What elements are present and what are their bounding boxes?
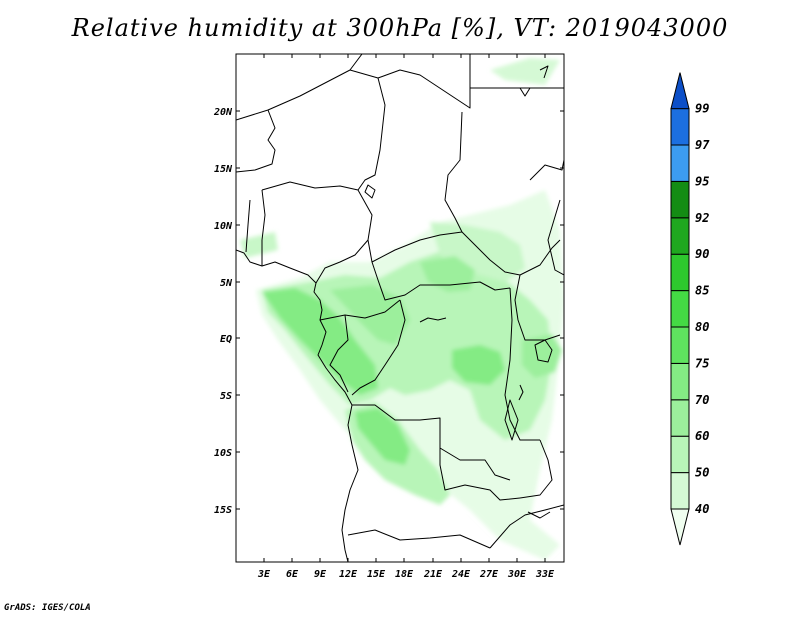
- lat-label-10n: 10N: [214, 221, 233, 232]
- lat-label-eq: EQ: [220, 334, 232, 345]
- colorbar: 40 50 60 70 75 80 85 90 92 95 97 99: [670, 72, 710, 546]
- rh-region-angola-core: [355, 408, 410, 465]
- border-nigeria-niger: [261, 181, 359, 191]
- lat-label-20n: 20N: [213, 107, 233, 118]
- border-togo-ghana: [245, 199, 251, 253]
- colorbar-segment: [670, 144, 690, 182]
- lon-label-6e: 6E: [286, 569, 299, 580]
- lat-label-15n: 15N: [214, 164, 233, 175]
- border-drc-angola: [352, 404, 511, 481]
- border-sudan-southsudan: [461, 231, 561, 276]
- border-niger-chad: [357, 77, 386, 191]
- border-mali-burkina: [236, 109, 276, 173]
- colorbar-segment: [670, 180, 690, 219]
- lon-label-27e: 27E: [479, 569, 499, 580]
- colorbar-segment: [670, 435, 690, 474]
- colorbar-label: 60: [695, 429, 709, 443]
- rh-region-cameroon-core: [330, 285, 410, 345]
- lon-label-15e: 15E: [367, 569, 386, 580]
- rh-region-car: [430, 222, 525, 282]
- border-tanzania: [519, 439, 553, 499]
- colorbar-label: 40: [695, 502, 709, 516]
- border-congo-drc: [351, 299, 406, 396]
- lon-label-33e: 33E: [535, 569, 555, 580]
- chart-title: Relative humidity at 300hPa [%], VT: 201…: [71, 14, 729, 42]
- border-cameroon-gabon: [319, 299, 401, 321]
- border-nigeria-benin: [261, 189, 266, 266]
- border-angola-zambia: [439, 448, 521, 501]
- colorbar-segment: [670, 72, 690, 110]
- lake-chad: [364, 184, 376, 199]
- humidity-shading: [240, 58, 564, 560]
- border-gabon-congo: [329, 314, 349, 393]
- colorbar-segment: [670, 290, 690, 328]
- colorbar-label: 50: [695, 466, 709, 480]
- lon-label-12e: 12E: [339, 569, 358, 580]
- lat-labels: 20N 15N 10N 5N EQ 5S 10S 15S: [213, 107, 233, 516]
- axis-ticks: [236, 54, 564, 562]
- red-sea-coast: [539, 65, 549, 79]
- colorbar-segment: [670, 326, 690, 364]
- rh-region-ne-streak: [490, 58, 560, 85]
- congo-river: [419, 317, 447, 323]
- rh-region-lake-victoria: [522, 334, 562, 378]
- lat-label-15s: 15S: [214, 505, 232, 516]
- lon-label-24e: 24E: [451, 569, 471, 580]
- coastline-west: [236, 249, 359, 562]
- rh-region-gabon-core: [262, 288, 378, 395]
- lon-label-3e: 3E: [257, 569, 271, 580]
- border-angola-namibia: [347, 529, 491, 549]
- colorbar-segment: [670, 362, 690, 401]
- lake-albert: [518, 384, 524, 401]
- border-algeria-niger: [236, 54, 363, 121]
- colorbar-label: 90: [695, 247, 709, 261]
- map-frame: [235, 53, 565, 563]
- lake-malawi: [527, 511, 551, 519]
- border-niger-libya: [349, 54, 471, 109]
- colorbar-segment: [670, 508, 690, 546]
- colorbar-segment: [670, 253, 690, 292]
- rh-region-sahel-band: [240, 232, 278, 258]
- border-zambia-zimbabwe: [489, 504, 564, 549]
- border-chad-sudan: [444, 111, 463, 233]
- border-egypt-sudan: [519, 87, 531, 97]
- lon-label-18e: 18E: [395, 569, 414, 580]
- lat-label-5n: 5N: [220, 278, 233, 289]
- border-ethiopia-kenya: [529, 159, 564, 181]
- colorbar-segment: [670, 217, 690, 255]
- colorbar-label: 80: [695, 320, 709, 334]
- rh-region-congo-basin: [262, 250, 552, 440]
- lat-label-10s: 10S: [214, 448, 232, 459]
- colorbar-label: 70: [695, 393, 709, 407]
- lake-tanganyika: [504, 399, 519, 441]
- colorbar-label: 92: [695, 211, 709, 225]
- rh-region-east-core: [452, 345, 505, 385]
- colorbar-segment: [670, 108, 690, 146]
- border-chad-car: [367, 231, 463, 263]
- colorbar-label: 85: [695, 284, 709, 298]
- border-nigeria-cameroon: [315, 189, 373, 284]
- border-southsudan-ethiopia: [547, 199, 564, 276]
- country-borders: [236, 54, 564, 562]
- lon-label-9e: 9E: [314, 569, 327, 580]
- colorbar-segment: [670, 399, 690, 437]
- colorbar-label: 75: [695, 356, 709, 370]
- colorbar-label: 97: [695, 138, 710, 152]
- lon-labels: 3E 6E 9E 12E 15E 18E 21E 24E 27E 30E 33E: [257, 569, 555, 580]
- lon-label-30e: 30E: [507, 569, 527, 580]
- lon-label-21e: 21E: [423, 569, 443, 580]
- lake-victoria-outline: [534, 339, 553, 363]
- border-drc-east: [504, 287, 540, 441]
- colorbar-segment: [670, 472, 690, 510]
- lat-label-5s: 5S: [220, 391, 232, 402]
- colorbar-label: 99: [695, 102, 709, 116]
- border-car-south: [371, 261, 511, 301]
- grads-credit: GrADS: IGES/COLA: [4, 603, 91, 613]
- rh-region-car-core: [420, 256, 475, 292]
- colorbar-label: 95: [695, 174, 709, 188]
- border-uganda: [514, 274, 561, 341]
